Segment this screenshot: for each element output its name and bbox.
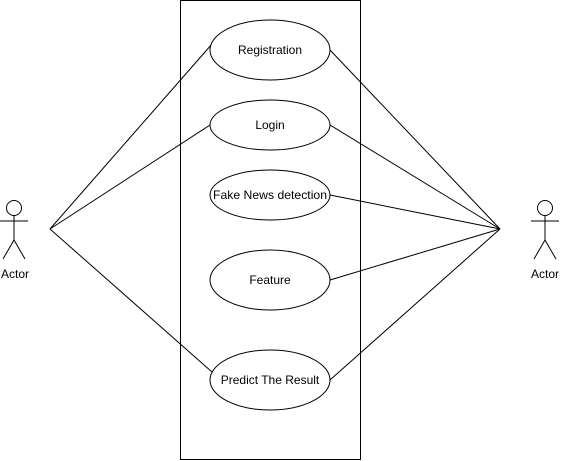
use-case-label: Login [255, 118, 284, 132]
stick-figure-icon [531, 200, 559, 260]
association-left-login [49, 124, 211, 230]
actor-label: Actor [531, 267, 559, 281]
use-case-label: Fake News detection [213, 188, 327, 202]
use-case-ellipse [209, 99, 331, 151]
association-right-feature [329, 228, 501, 281]
association-right-fake-news [329, 194, 501, 230]
association-right-predict [329, 228, 501, 381]
use-case-ellipse [209, 19, 331, 81]
use-case-registration[interactable]: Registration [209, 19, 331, 81]
association-left-registration [49, 43, 213, 230]
use-case-feature[interactable]: Feature [209, 249, 331, 311]
left-actor-associations [49, 43, 213, 373]
actor-label: Actor [1, 267, 29, 281]
use-case-label: Feature [249, 273, 291, 287]
right-actor-associations [329, 49, 501, 381]
use-case-label: Registration [238, 43, 302, 57]
association-left-predict [49, 228, 213, 373]
use-case-fake-news-detection[interactable]: Fake News detection [209, 169, 331, 221]
use-case-label: Predict The Result [221, 373, 320, 387]
use-case-predict-the-result[interactable]: Predict The Result [209, 349, 331, 411]
use-case-ellipse [209, 249, 331, 311]
association-right-registration [329, 49, 501, 230]
use-case-ellipse [209, 169, 331, 221]
actor-right[interactable]: Actor [531, 200, 559, 282]
stick-figure-icon [0, 200, 28, 260]
use-case-ellipse [209, 349, 331, 411]
use-case-login[interactable]: Login [209, 99, 331, 151]
actor-left[interactable]: Actor [0, 200, 29, 282]
association-right-login [329, 124, 501, 230]
